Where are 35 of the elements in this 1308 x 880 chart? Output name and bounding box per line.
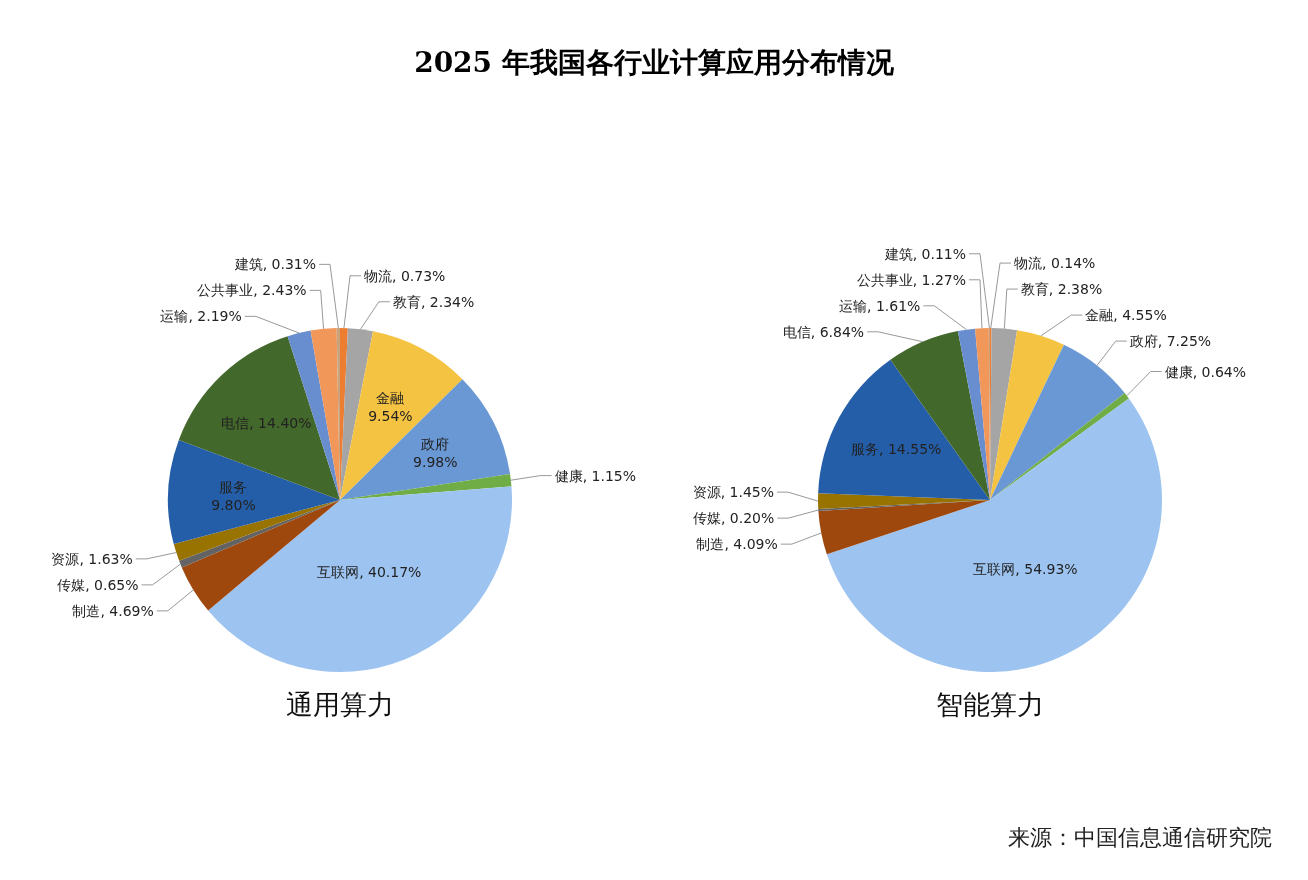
slice-label: 资源, 1.45% (692, 484, 774, 501)
slice-label: 电信, 14.40% (221, 414, 312, 431)
data-label: 9.54% (368, 408, 413, 425)
text: 2025 年我国各行业计算应用分布情况 (414, 46, 895, 79)
slice-label: 公共事业, 2.43% (197, 282, 307, 299)
slice-label: 金融 (376, 390, 405, 407)
slice-label: 健康, 1.15% (554, 467, 637, 484)
slice-label: 运输, 1.61% (839, 297, 921, 314)
slice-label: 政府, 7.25% (1129, 333, 1212, 350)
slice-label: 制造, 4.69% (72, 602, 154, 619)
slice-label: 政府 (421, 436, 450, 453)
slice-label: 电信, 6.84% (782, 323, 865, 340)
slice-label: 建筑, 0.11% (883, 245, 966, 262)
text: 通用算力 (286, 689, 394, 720)
data-label: 9.98% (413, 454, 458, 471)
slice-label: 服务 (219, 478, 248, 495)
slice-label: 教育, 2.38% (1020, 281, 1103, 298)
slice-label: 建筑, 0.31% (233, 256, 316, 273)
slice-label: 传媒, 0.20% (692, 510, 775, 527)
data-label: 9.80% (211, 496, 256, 513)
slice-label: 互联网, 40.17% (317, 563, 422, 580)
source-note: 来源：中国信息通信研究院 (1008, 825, 1272, 850)
slice-label: 传媒, 0.65% (57, 576, 139, 593)
text: 智能算力 (936, 689, 1044, 720)
slice-label: 教育, 2.34% (392, 293, 475, 310)
slice-label: 物流, 0.14% (1014, 255, 1096, 272)
slice-label: 公共事业, 1.27% (856, 271, 966, 288)
slice-label: 健康, 0.64% (1164, 363, 1247, 380)
slice-label: 服务, 14.55% (851, 441, 942, 458)
slice-label: 资源, 1.63% (51, 550, 133, 567)
slice-label: 制造, 4.09% (696, 536, 778, 553)
slice-label: 金融, 4.55% (1085, 307, 1167, 324)
slice-label: 运输, 2.19% (160, 308, 242, 325)
slice-label: 物流, 0.73% (364, 267, 446, 284)
slice-label: 互联网, 54.93% (973, 560, 1078, 577)
